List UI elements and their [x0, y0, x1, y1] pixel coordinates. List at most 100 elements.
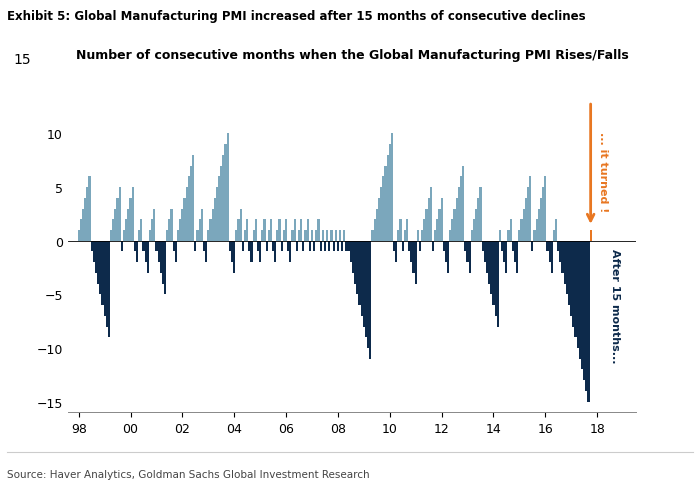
Bar — [270, 220, 272, 241]
Bar — [523, 209, 525, 241]
Bar — [527, 188, 529, 241]
Bar — [462, 166, 464, 241]
Bar — [121, 241, 123, 252]
Bar — [110, 230, 112, 241]
Bar — [477, 198, 480, 241]
Bar — [369, 241, 372, 359]
Bar — [171, 209, 173, 241]
Bar — [192, 155, 195, 241]
Bar — [218, 177, 220, 241]
Bar — [533, 230, 536, 241]
Bar — [391, 134, 393, 241]
Bar — [549, 241, 551, 263]
Bar — [438, 209, 440, 241]
Bar — [263, 220, 265, 241]
Bar — [214, 198, 216, 241]
Bar — [328, 241, 330, 252]
Bar — [149, 230, 151, 241]
Bar — [516, 241, 518, 273]
Bar — [372, 230, 374, 241]
Bar — [540, 198, 542, 241]
Bar — [173, 241, 175, 252]
Bar — [324, 241, 326, 252]
Bar — [283, 230, 285, 241]
Bar — [251, 241, 253, 263]
Bar — [585, 241, 587, 391]
Bar — [444, 241, 447, 263]
Bar — [497, 241, 499, 327]
Bar — [378, 198, 380, 241]
Bar — [428, 198, 430, 241]
Bar — [307, 220, 309, 241]
Bar — [488, 241, 490, 284]
Bar — [508, 230, 510, 241]
Bar — [468, 241, 471, 273]
Bar — [573, 241, 575, 327]
Bar — [112, 220, 114, 241]
Bar — [102, 241, 104, 305]
Text: 15: 15 — [13, 53, 31, 66]
Bar — [354, 241, 356, 284]
Bar — [183, 198, 186, 241]
Bar — [337, 241, 339, 252]
Bar — [365, 241, 367, 337]
Bar — [460, 177, 462, 241]
Bar — [449, 230, 452, 241]
Bar — [123, 230, 125, 241]
Bar — [492, 241, 494, 305]
Bar — [412, 241, 414, 273]
Bar — [475, 209, 477, 241]
Bar — [557, 241, 559, 252]
Bar — [244, 230, 246, 241]
Bar — [158, 241, 160, 263]
Bar — [304, 230, 307, 241]
Bar — [130, 198, 132, 241]
Bar — [360, 241, 363, 316]
Bar — [395, 241, 398, 263]
Bar — [529, 177, 531, 241]
Bar — [211, 209, 214, 241]
Bar — [80, 220, 82, 241]
Text: After 15 months...: After 15 months... — [610, 248, 620, 363]
Bar — [205, 241, 207, 263]
Bar — [281, 241, 283, 252]
Bar — [456, 198, 458, 241]
Bar — [367, 241, 369, 348]
Bar — [421, 230, 424, 241]
Bar — [190, 166, 192, 241]
Bar — [166, 230, 168, 241]
Bar — [82, 209, 84, 241]
Bar — [309, 241, 311, 252]
Bar — [352, 241, 354, 273]
Bar — [514, 241, 516, 263]
Bar — [84, 198, 86, 241]
Bar — [380, 188, 382, 241]
Bar — [229, 241, 231, 252]
Bar — [246, 220, 248, 241]
Bar — [581, 241, 583, 370]
Bar — [140, 220, 142, 241]
Bar — [317, 220, 319, 241]
Bar — [363, 241, 365, 327]
Bar — [298, 230, 300, 241]
Text: Source: Haver Analytics, Goldman Sachs Global Investment Research: Source: Haver Analytics, Goldman Sachs G… — [7, 469, 370, 479]
Bar — [350, 241, 352, 263]
Bar — [447, 241, 449, 273]
Bar — [466, 241, 468, 263]
Bar — [188, 177, 190, 241]
Bar — [160, 241, 162, 273]
Bar — [241, 241, 244, 252]
Bar — [302, 241, 304, 252]
Bar — [220, 166, 223, 241]
Bar — [195, 241, 197, 252]
Bar — [296, 241, 298, 252]
Bar — [95, 241, 97, 273]
Bar — [155, 241, 158, 252]
Bar — [589, 230, 592, 241]
Text: ... it turned !: ... it turned ! — [598, 132, 608, 212]
Bar — [473, 220, 475, 241]
Bar — [384, 166, 386, 241]
Bar — [525, 198, 527, 241]
Bar — [225, 145, 227, 241]
Bar — [207, 230, 209, 241]
